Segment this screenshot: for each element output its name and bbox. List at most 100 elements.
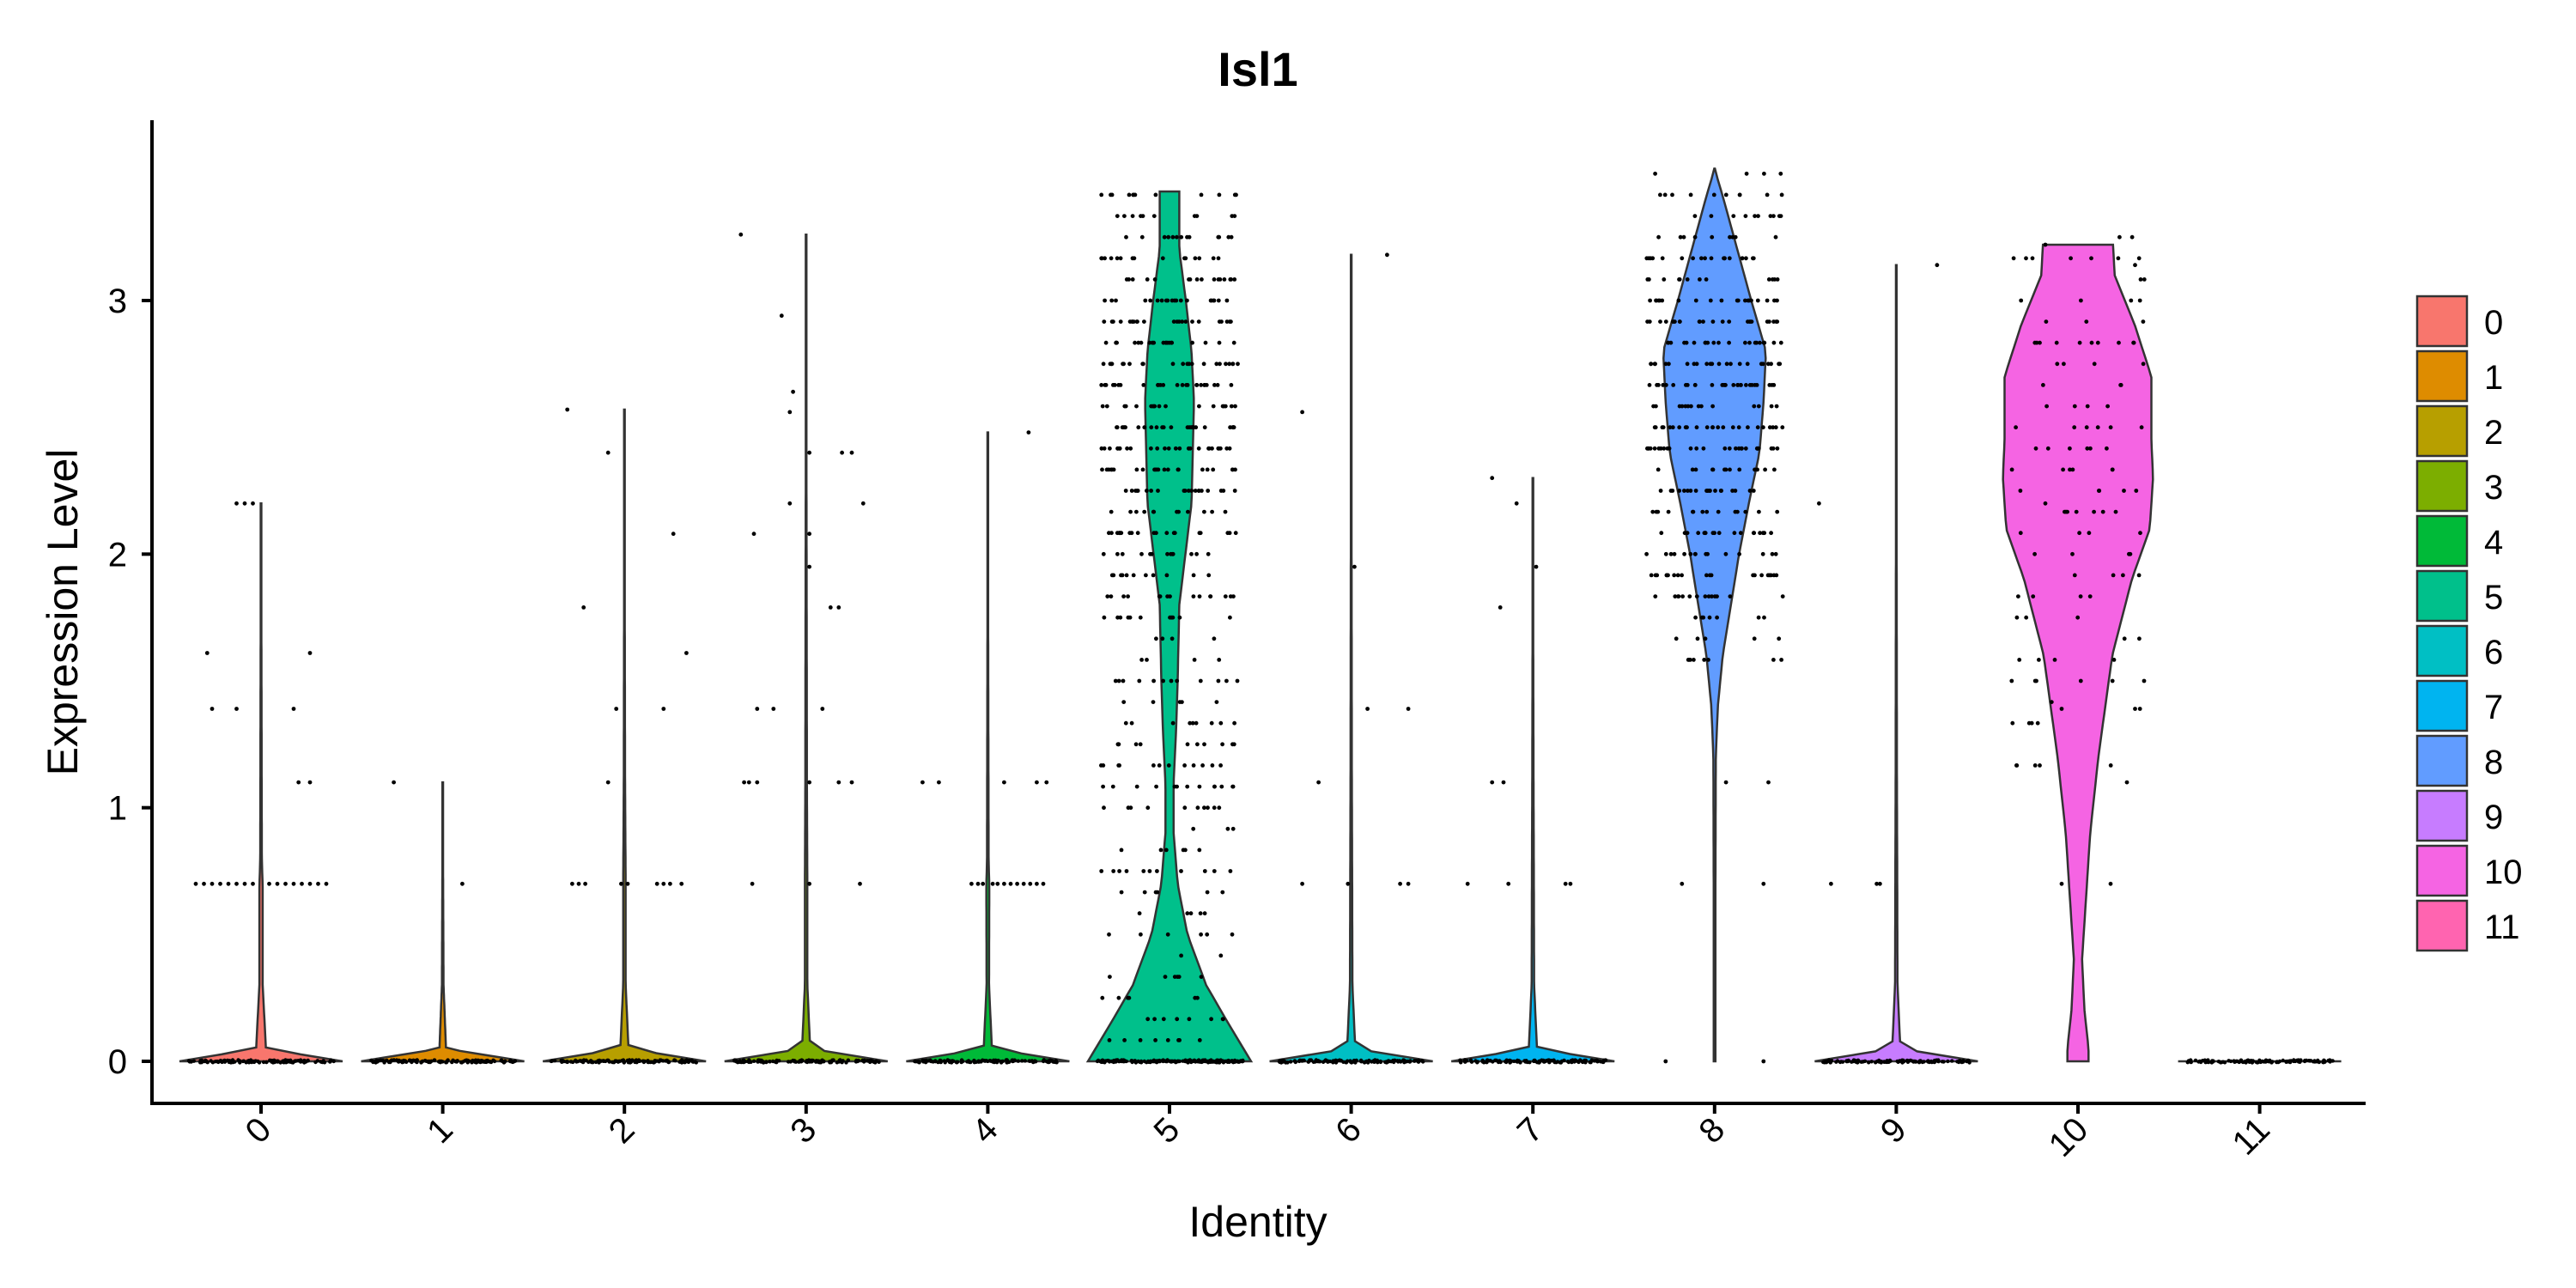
point [1366, 1060, 1370, 1065]
point [1686, 489, 1690, 493]
point [1212, 636, 1217, 641]
point [854, 1060, 859, 1064]
point [1756, 404, 1761, 409]
point [1648, 256, 1653, 261]
point [1692, 383, 1698, 387]
point [1775, 446, 1780, 451]
point [2065, 509, 2070, 514]
point [2068, 467, 2072, 472]
point [1149, 446, 1153, 451]
point [315, 1059, 320, 1063]
point [1164, 573, 1170, 578]
point [1187, 234, 1192, 240]
point [1230, 784, 1236, 789]
point [1878, 881, 1882, 886]
point [920, 1058, 925, 1062]
point [1755, 425, 1760, 430]
point [1777, 361, 1783, 367]
point [1761, 425, 1765, 430]
point [755, 780, 760, 785]
point [1654, 509, 1659, 514]
point [1733, 489, 1738, 493]
point [1528, 1060, 1532, 1065]
point [1727, 446, 1732, 451]
point [2072, 573, 2077, 578]
point [1834, 1060, 1838, 1064]
point [1127, 615, 1133, 620]
point [1182, 763, 1187, 768]
point [1218, 720, 1224, 726]
point [1965, 1059, 1971, 1064]
point [1145, 1017, 1151, 1022]
point [2011, 256, 2016, 261]
point [1677, 489, 1682, 493]
point [1140, 467, 1145, 472]
violin-0 [179, 502, 343, 1063]
point [1724, 361, 1729, 367]
point [1217, 446, 1222, 451]
point [1645, 319, 1649, 324]
point [1217, 658, 1222, 662]
point [1704, 509, 1710, 514]
point [1699, 404, 1704, 409]
point [1103, 298, 1107, 303]
point [1480, 1060, 1485, 1064]
point [2019, 298, 2024, 303]
point [1694, 446, 1699, 451]
point [1662, 446, 1667, 451]
point [1743, 509, 1748, 514]
point [1016, 1059, 1021, 1063]
point [1148, 1059, 1153, 1064]
point [583, 881, 587, 886]
point [1302, 1058, 1306, 1063]
point [2014, 763, 2020, 768]
point [2032, 340, 2038, 345]
point [1716, 531, 1722, 536]
point [1192, 658, 1197, 662]
point [2075, 615, 2081, 620]
point [2055, 361, 2060, 367]
point [1533, 1058, 1537, 1063]
point [2249, 1059, 2253, 1063]
x-tick-label: 8 [1692, 1110, 1732, 1151]
point [1196, 446, 1201, 451]
point [1191, 594, 1196, 598]
point [2087, 531, 2092, 536]
point [1723, 192, 1728, 197]
point [1145, 805, 1151, 811]
point [2032, 763, 2038, 768]
point [1041, 881, 1046, 886]
point [513, 1059, 518, 1063]
point [1653, 594, 1658, 598]
point [2068, 446, 2072, 451]
point [1233, 467, 1237, 472]
point [868, 1058, 872, 1063]
point [1716, 340, 1721, 345]
legend-swatch-3 [2415, 459, 2469, 513]
point [1133, 1059, 1137, 1064]
point [1109, 319, 1115, 324]
point [2317, 1060, 2321, 1065]
point [429, 1059, 434, 1064]
point [238, 1060, 242, 1065]
point [1723, 551, 1728, 556]
point [2095, 425, 2100, 430]
point [816, 1059, 821, 1063]
point [1116, 678, 1121, 683]
point [1728, 467, 1732, 472]
point [1198, 911, 1203, 916]
point [1163, 848, 1169, 853]
point [1127, 192, 1132, 197]
point [1151, 531, 1157, 536]
point [407, 1058, 412, 1062]
point [1761, 881, 1766, 886]
point [1732, 531, 1737, 536]
point [625, 881, 630, 886]
point [1710, 594, 1714, 598]
point [1224, 361, 1228, 367]
point [2287, 1060, 2293, 1065]
point [1663, 551, 1668, 556]
point [1771, 383, 1777, 387]
point [1217, 805, 1222, 811]
point [617, 1059, 622, 1064]
